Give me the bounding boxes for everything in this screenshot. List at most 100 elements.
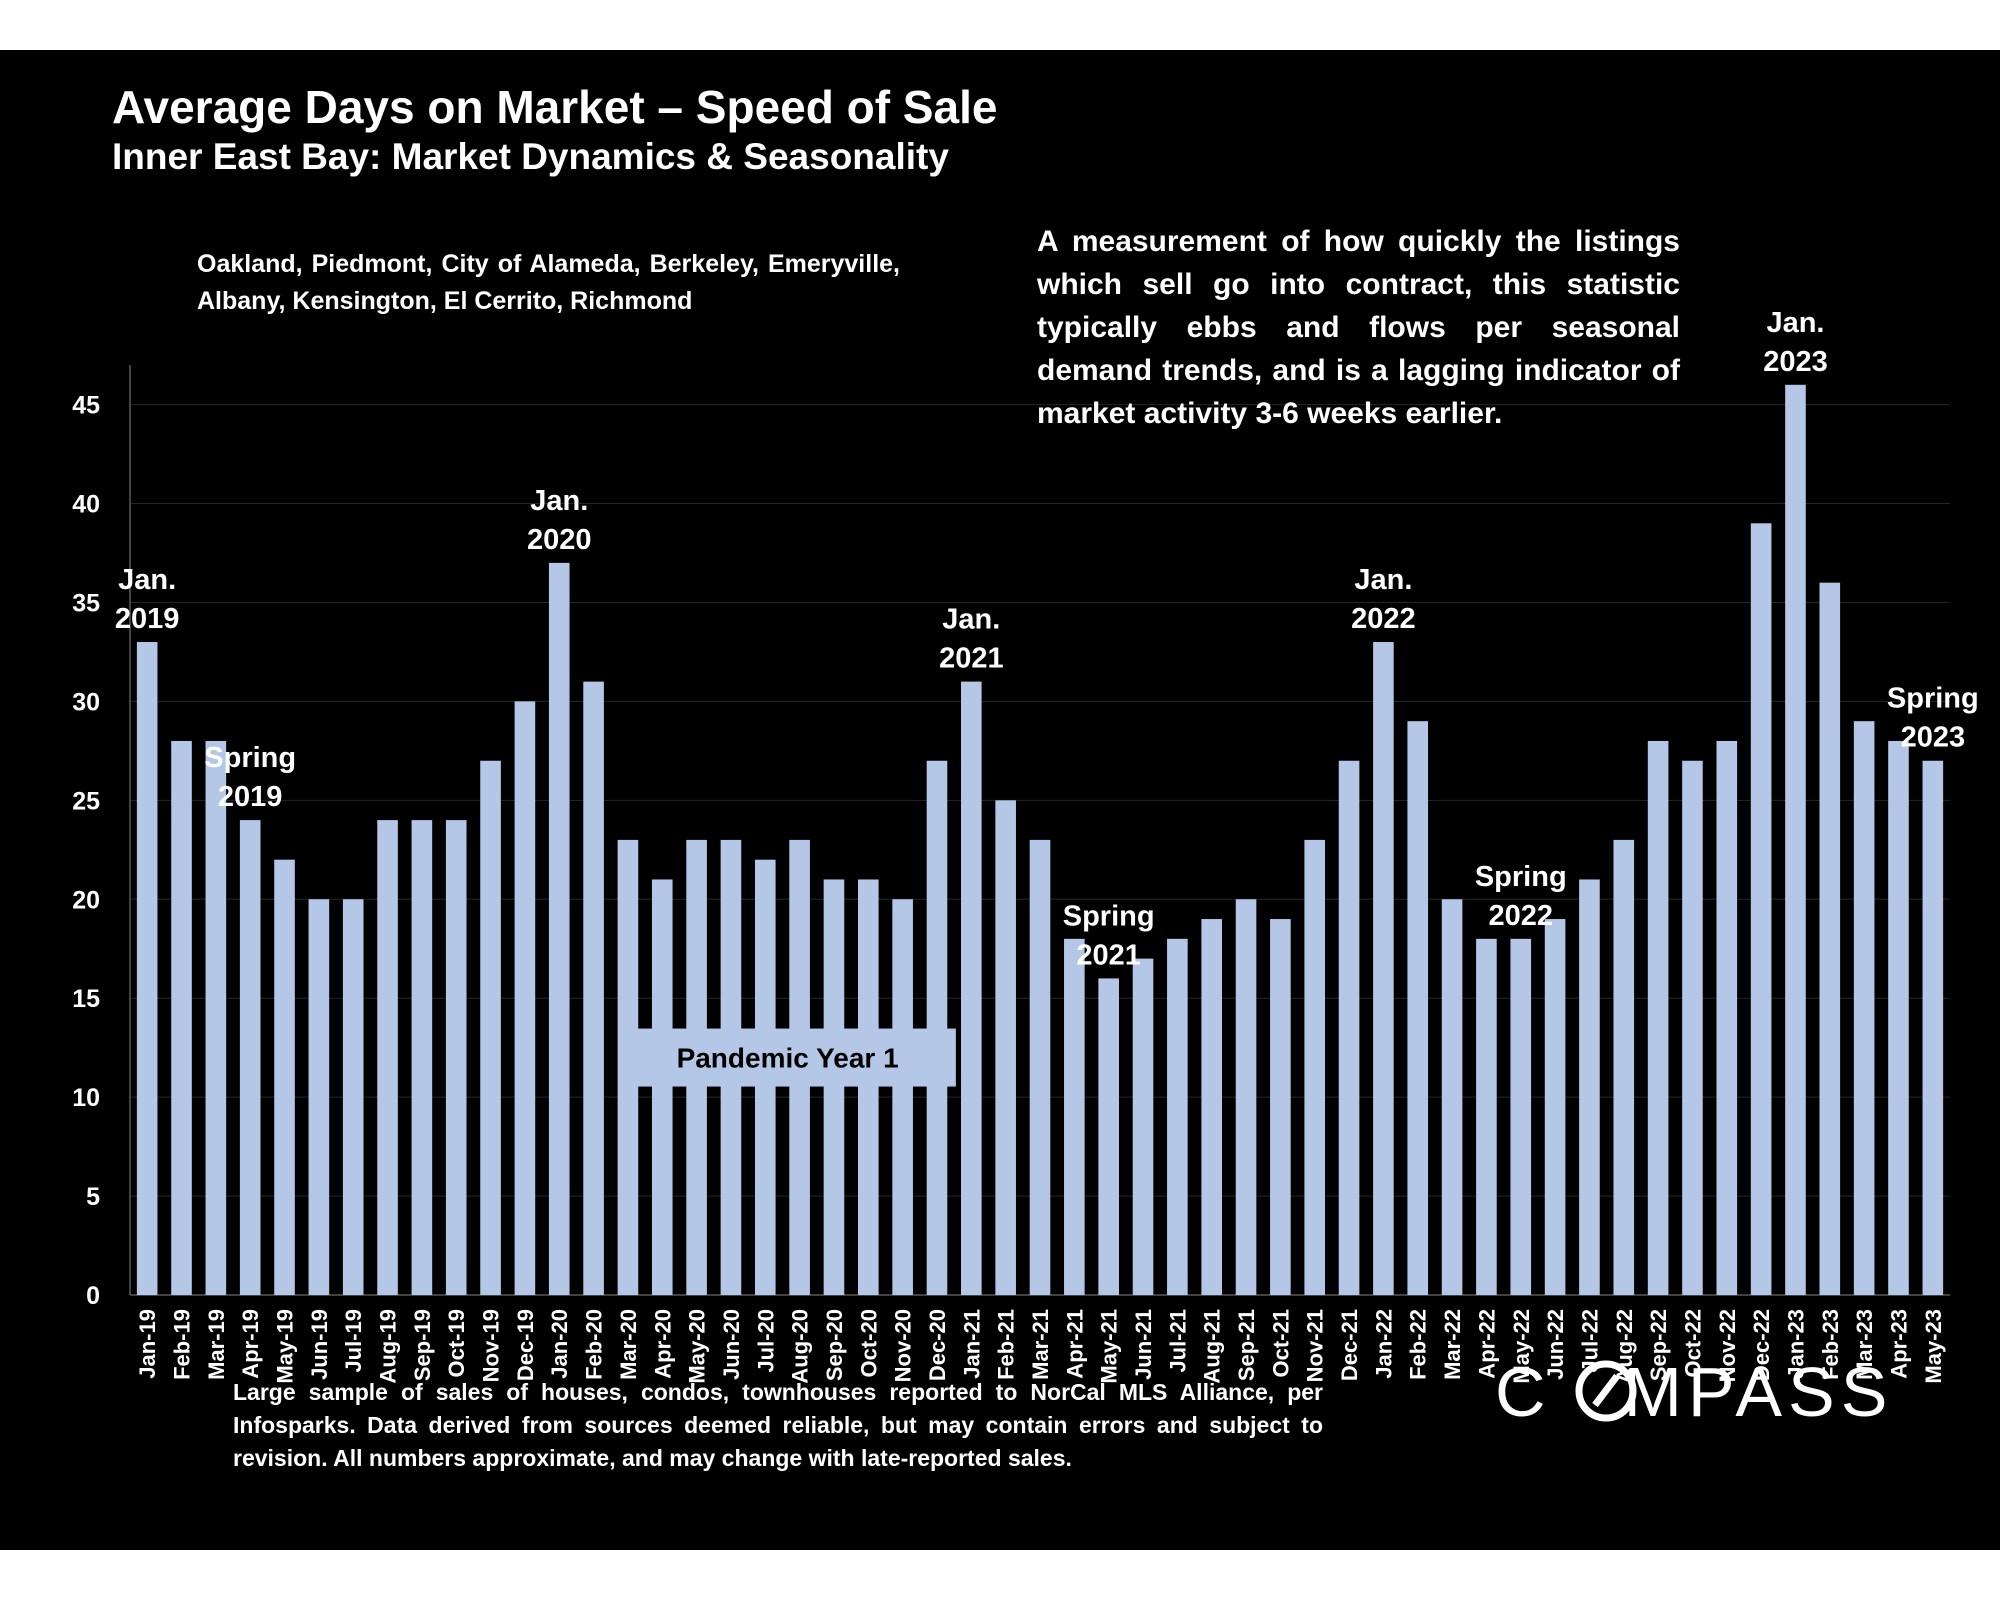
bar: [1544, 919, 1566, 1295]
y-tick-label: 40: [72, 491, 100, 519]
y-tick-label: 45: [72, 392, 100, 420]
bar: [1132, 958, 1154, 1295]
footer-disclaimer: Large sample of sales of houses, condos,…: [233, 1379, 1323, 1471]
annotation-label: Spring: [1475, 861, 1567, 893]
bar: [480, 760, 501, 1295]
annotation-label: Spring: [1063, 900, 1155, 932]
x-tick-label: Jul-19: [341, 1309, 366, 1373]
x-tick-label: Nov-22: [1715, 1309, 1740, 1382]
annotation-label: Jan.: [1766, 307, 1824, 339]
y-tick-label: 20: [72, 886, 100, 914]
x-tick-label: Mar-23: [1852, 1309, 1877, 1380]
x-tick-label: Jun-21: [1131, 1309, 1156, 1380]
annotations: Jan. 2019 Spring 2019 Jan. 2020 Jan. 2021 Spring…: [115, 307, 1979, 972]
bar: [205, 740, 227, 1295]
bar: [1338, 760, 1360, 1295]
bar: [1441, 899, 1463, 1295]
bar: [858, 879, 879, 1295]
bar: [308, 899, 330, 1295]
bar: [274, 859, 295, 1295]
annotation-label: Jan.: [942, 604, 1000, 636]
bar: [1716, 740, 1738, 1295]
page-title: Average Days on Market – Speed of Sale: [112, 81, 998, 133]
bar: [171, 740, 192, 1295]
x-tick-label: May-23: [1921, 1309, 1946, 1384]
annotation-label: 2021: [1076, 939, 1141, 971]
bar: [1476, 938, 1497, 1295]
bar: [1819, 582, 1841, 1295]
annotation-label: 2021: [939, 643, 1004, 675]
annotation-label: 2019: [218, 781, 283, 813]
annotation-label: 2022: [1351, 603, 1416, 635]
bar: [583, 681, 604, 1295]
x-tick-label: Jul-21: [1165, 1309, 1190, 1373]
compass-logo: C MPASS: [1495, 1353, 1887, 1431]
x-tick-label: Jan-19: [135, 1309, 160, 1379]
x-tick-label: Jan-23: [1783, 1309, 1808, 1379]
x-tick-label: Dec-20: [925, 1309, 950, 1381]
bar: [1922, 760, 1944, 1295]
bar: [1373, 642, 1394, 1295]
bar: [1167, 938, 1188, 1295]
bar: [1029, 839, 1051, 1295]
x-tick-label: Feb-19: [170, 1309, 195, 1380]
x-tick-label: Sep-22: [1646, 1309, 1671, 1381]
annotation-label: 2019: [115, 603, 180, 635]
y-tick-label: 5: [86, 1183, 100, 1211]
x-tick-label: Nov-21: [1303, 1309, 1328, 1382]
annotation-label: Spring: [1887, 683, 1979, 715]
bar: [926, 760, 948, 1295]
annotation-label: 2020: [527, 524, 592, 556]
x-tick-label: Apr-20: [650, 1309, 675, 1379]
areas-list: Oakland, Piedmont, City of Alameda, Berk…: [197, 250, 900, 315]
bar: [823, 879, 845, 1295]
x-tick-label: Oct-20: [856, 1309, 881, 1377]
x-tick-label: Mar-22: [1440, 1309, 1465, 1380]
annotation-label: Jan.: [1354, 564, 1412, 596]
bar: [1853, 721, 1875, 1295]
x-tick-label: Mar-20: [616, 1309, 641, 1380]
bar: [445, 820, 467, 1295]
x-tick-label: Jan-20: [547, 1309, 572, 1379]
x-tick-label: Oct-19: [444, 1309, 469, 1377]
x-tick-label: Feb-22: [1406, 1309, 1431, 1380]
bar: [1682, 760, 1703, 1295]
bar: [1510, 938, 1532, 1295]
x-tick-label: Sep-21: [1234, 1309, 1259, 1381]
bar: [1613, 839, 1635, 1295]
x-tick-label: Aug-19: [376, 1309, 401, 1384]
y-tick-label: 25: [72, 787, 100, 815]
bar: [1407, 721, 1429, 1295]
bar: [411, 820, 433, 1295]
x-tick-label: Apr-22: [1474, 1309, 1499, 1379]
y-tick-labels: 0 5 10 15 20 25 30 35 40 45: [72, 392, 100, 1310]
bar: [548, 562, 570, 1295]
y-tick-label: 30: [72, 688, 100, 716]
x-tick-label: Feb-20: [582, 1309, 607, 1380]
bar: [1579, 879, 1600, 1295]
annotation-label: 2022: [1488, 900, 1553, 932]
bar: [651, 879, 673, 1295]
x-tick-label: Nov-20: [891, 1309, 916, 1382]
bar: [514, 701, 536, 1295]
bar: [1098, 978, 1119, 1295]
x-tick-label: May-21: [1097, 1309, 1122, 1384]
x-tick-label: Jul-20: [753, 1309, 778, 1373]
x-tick-label: Feb-23: [1818, 1309, 1843, 1380]
x-tick-label: Apr-21: [1062, 1309, 1087, 1379]
callout-box: [619, 1028, 956, 1087]
bar: [1270, 919, 1291, 1295]
x-tick-label: Jun-19: [307, 1309, 332, 1380]
annotation-label: Spring: [204, 742, 296, 774]
x-tick-label: Apr-19: [238, 1309, 263, 1379]
y-tick-label: 15: [72, 985, 100, 1013]
bar: [377, 820, 398, 1295]
x-tick-label: Oct-21: [1268, 1309, 1293, 1377]
x-tick-label: Oct-22: [1680, 1309, 1705, 1377]
bar: [961, 681, 982, 1295]
x-tick-label: Apr-23: [1886, 1309, 1911, 1379]
bar: [342, 899, 364, 1295]
x-tick-label: Feb-21: [994, 1309, 1019, 1380]
x-tick-label: May-22: [1509, 1309, 1534, 1384]
